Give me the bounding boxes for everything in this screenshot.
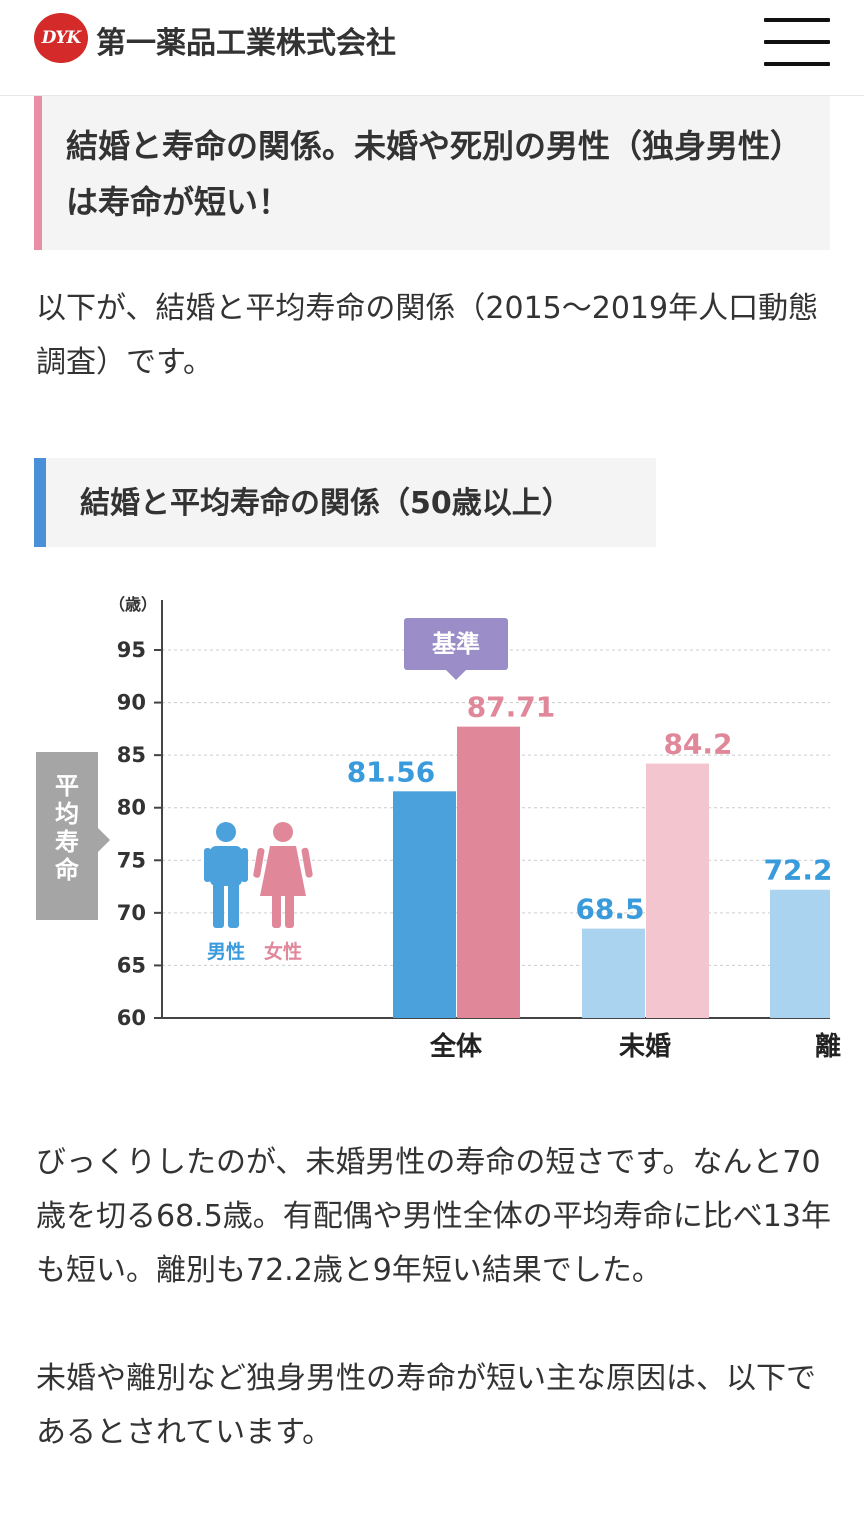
menu-bar-middle [764,40,830,44]
hamburger-menu-icon[interactable] [764,18,830,66]
bar-label-male-2: 72.2 [763,854,832,887]
y-side-label-char: 均 [55,800,79,828]
y-tick-label-90: 90 [117,691,146,715]
y-tick-label-60: 60 [117,1006,146,1030]
baseline-callout: 基準 [404,618,508,680]
x-label-2: 離 [815,1031,841,1062]
section-heading: 結婚と寿命の関係。未婚や死別の男性（独身男性）は寿命が短い！ [66,127,803,221]
legend-male: 男性 [207,940,245,963]
y-tick-label-95: 95 [117,638,146,662]
chart-x-labels: 全体 未婚 離 [429,1031,841,1062]
y-tick-label-85: 85 [117,743,146,767]
company-logo[interactable]: DYK [34,13,88,63]
y-tick-label-80: 80 [117,796,146,820]
bar-male-1 [582,928,645,1018]
bar-male-0 [393,791,456,1018]
female-figure-icon [253,822,313,928]
body-paragraph-1: びっくりしたのが、未婚男性の寿命の短さです。なんと70歳を切る68.5歳。有配偶… [36,1145,831,1288]
bar-female-0 [457,726,520,1018]
life-expectancy-chart: 60 65 70 75 80 85 90 95 （歳） 平均寿命 男性 女性 81.56 87.… [36,595,841,1062]
y-tick-label-75: 75 [117,848,146,872]
menu-bar-top [764,18,830,22]
body-paragraph-2: 未婚や離別など独身男性の寿命が短い主な原因は、以下であるとされています。 [36,1361,816,1450]
chart-heading: 結婚と平均寿命の関係（50歳以上） [80,486,572,521]
x-label-1: 未婚 [619,1032,671,1062]
chart-bar-labels: 81.56 87.71 68.5 84.2 72.2 [347,691,833,926]
site-header: DYK 第一薬品工業株式会社 [0,0,864,96]
y-tick-label-65: 65 [117,953,146,977]
chart-bars [393,726,830,1018]
bar-label-male-1: 68.5 [575,893,644,926]
chart-y-ticks: 60 65 70 75 80 85 90 95 [117,638,162,1030]
section-heading-box: 結婚と寿命の関係。未婚や死別の男性（独身男性）は寿命が短い！ [34,96,830,250]
bar-female-1 [646,763,709,1018]
y-side-label: 平均寿命 [55,772,80,884]
bar-label-female-0: 87.71 [467,691,556,724]
logo-text: DYK [41,28,82,48]
legend-female: 女性 [264,940,302,963]
bar-label-female-1: 84.2 [663,728,732,761]
y-side-label-char: 命 [55,856,80,884]
callout-label: 基準 [432,630,480,658]
bar-male-2 [770,889,830,1018]
chart-heading-box: 結婚と平均寿命の関係（50歳以上） [34,458,656,547]
company-name[interactable]: 第一薬品工業株式会社 [96,26,396,61]
bar-label-male-0: 81.56 [347,755,436,788]
y-side-label-char: 寿 [55,828,79,856]
x-label-0: 全体 [429,1031,483,1062]
intro-paragraph: 以下が、結婚と平均寿命の関係（2015〜2019年人口動態調査）です。 [36,291,819,380]
y-tick-label-70: 70 [117,901,146,925]
menu-bar-bottom [764,62,830,66]
y-side-label-char: 平 [55,772,79,800]
male-figure-icon [204,822,248,928]
y-side-label-box: 平均寿命 [36,752,110,920]
y-axis-unit: （歳） [109,595,157,614]
